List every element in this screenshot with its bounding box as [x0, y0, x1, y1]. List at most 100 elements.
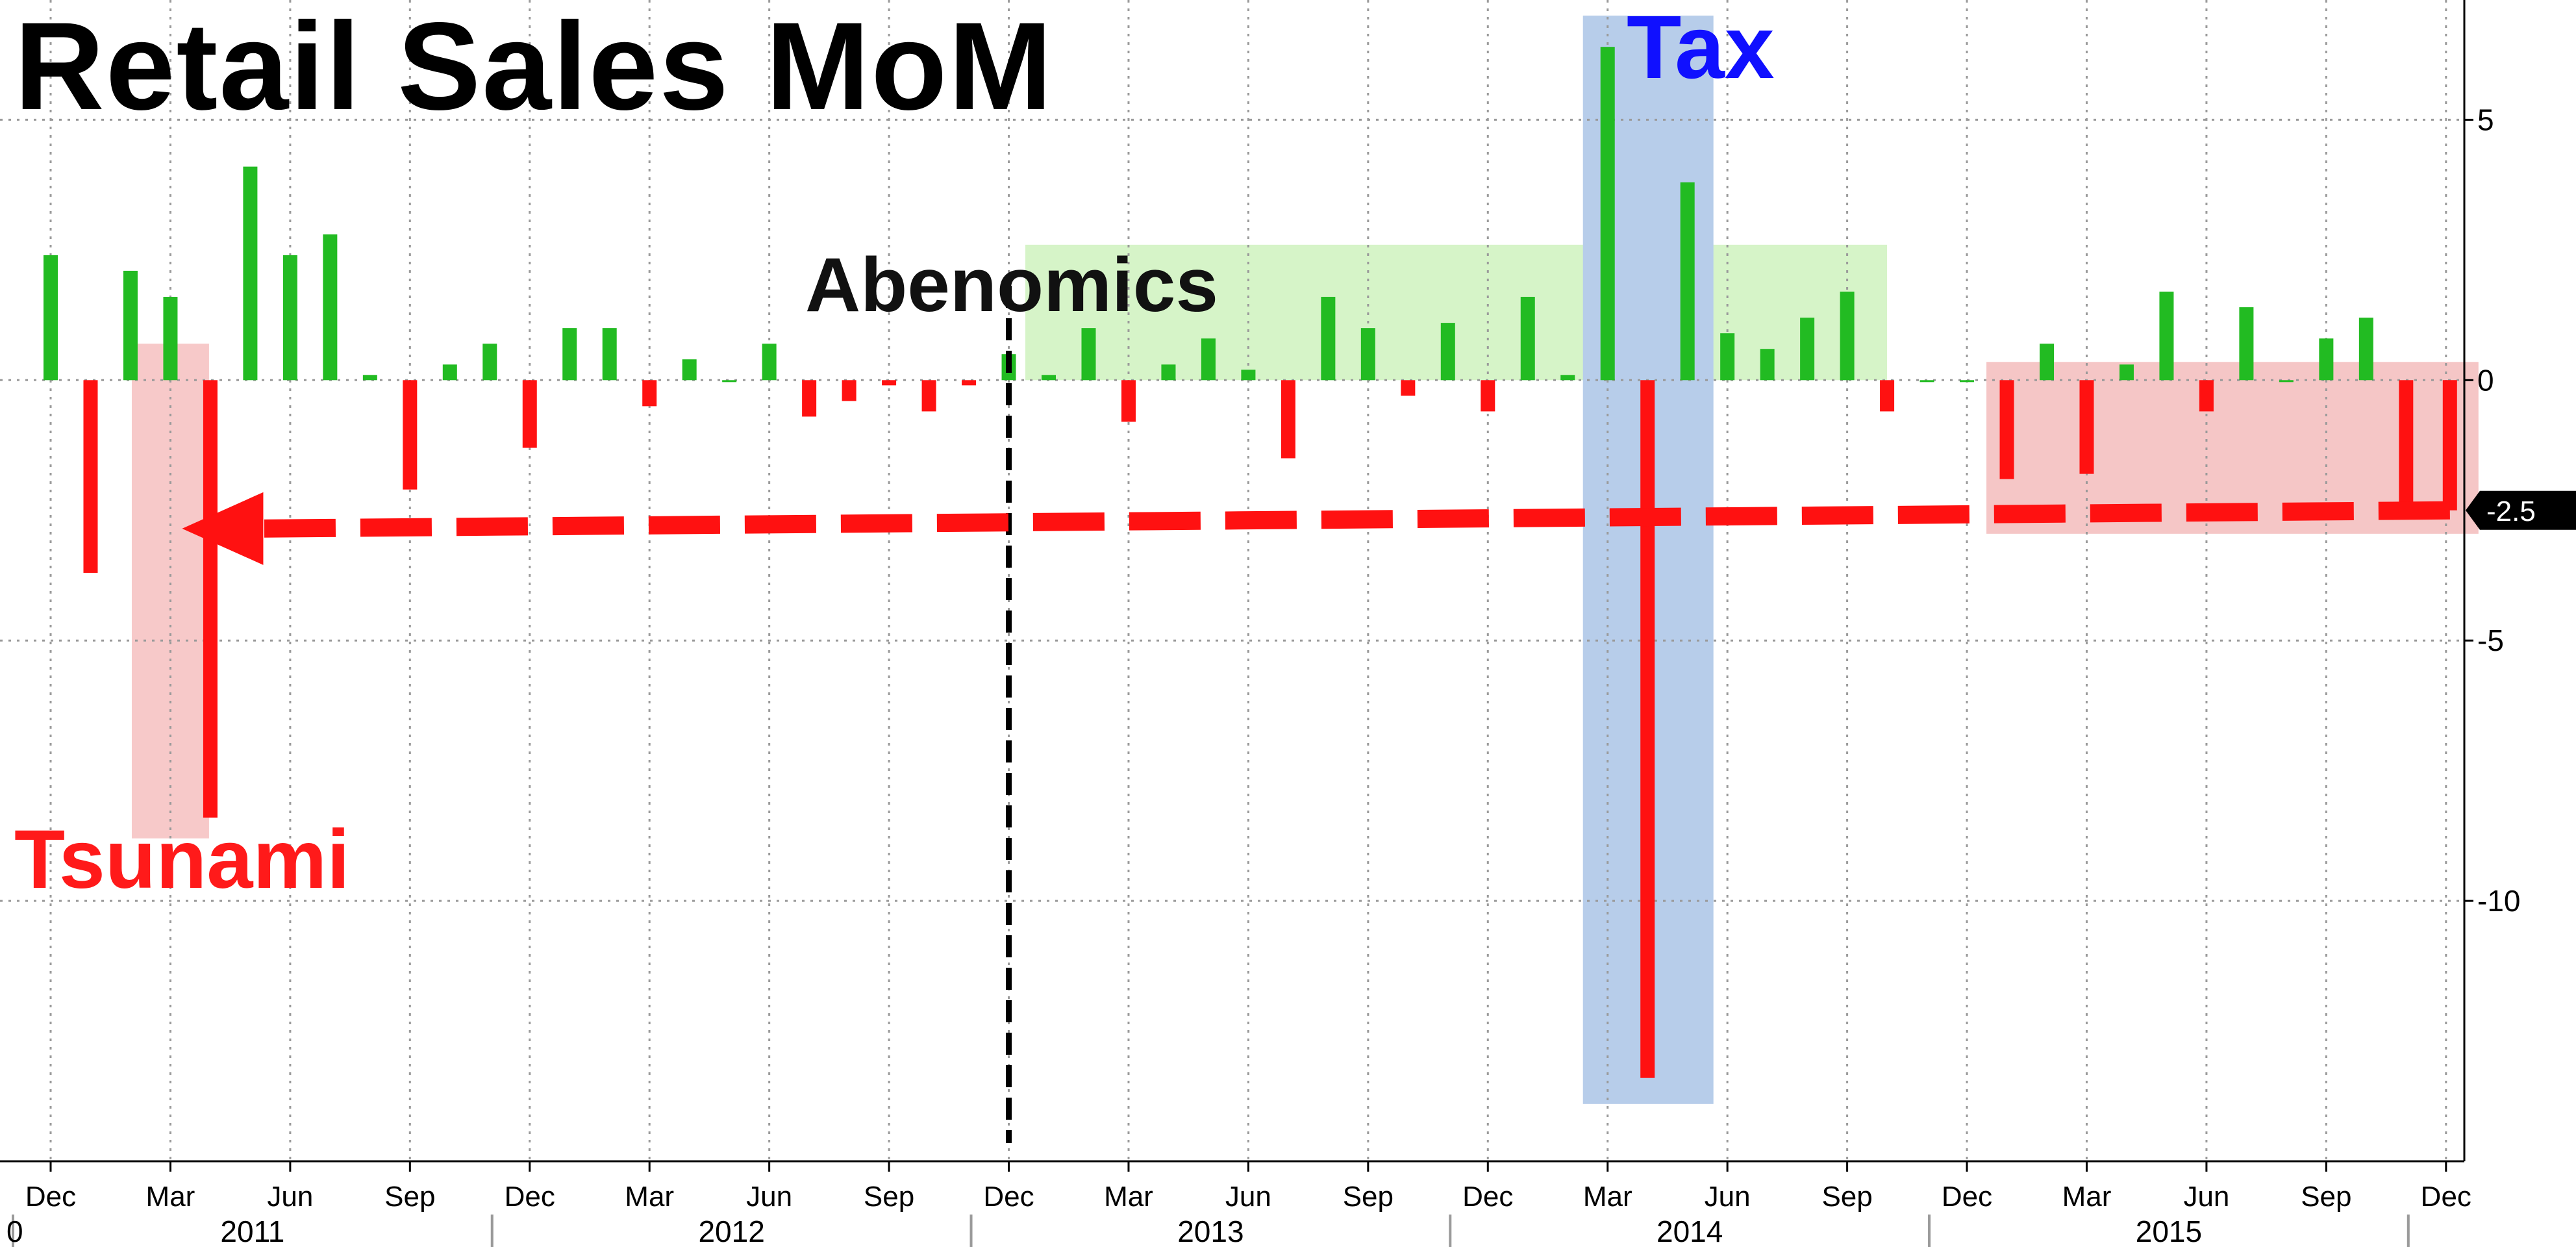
bar — [522, 380, 537, 448]
bar — [2159, 292, 2174, 381]
last-value-tag — [2466, 490, 2576, 530]
bar — [1880, 380, 1895, 412]
gridlines — [0, 0, 2464, 1161]
bar — [442, 364, 457, 381]
bar — [2079, 380, 2094, 474]
x-tick-label: Mar — [625, 1181, 674, 1213]
tsunami-annotation: Tsunami — [14, 813, 350, 906]
x-tick-label: Jun — [1705, 1181, 1751, 1213]
bar — [163, 297, 178, 381]
bar — [1800, 318, 1815, 381]
bar — [602, 328, 617, 381]
bar — [2239, 307, 2254, 381]
bar — [1360, 328, 1375, 381]
tax-annotation: Tax — [1627, 0, 1775, 97]
bar — [1481, 380, 1495, 412]
year-label: 2015 — [2136, 1215, 2202, 1247]
x-tick-label: Dec — [25, 1181, 76, 1213]
bar — [682, 359, 697, 381]
chart-title: Retail Sales MoM — [14, 0, 1054, 136]
y-tick-label: 0 — [2477, 363, 2494, 397]
x-tick-label: Jun — [1225, 1181, 1271, 1213]
bar — [1281, 380, 1295, 459]
x-tick-label: Jun — [2183, 1181, 2229, 1213]
bar — [1520, 297, 1535, 381]
bar — [962, 380, 977, 386]
bar — [1680, 182, 1695, 381]
bar — [1401, 380, 1416, 396]
bar — [1241, 370, 1256, 381]
bar — [802, 380, 817, 417]
bar — [2040, 344, 2054, 381]
bar — [83, 380, 98, 573]
bar — [1600, 47, 1615, 381]
year-label: 2011 — [220, 1215, 284, 1247]
x-tick-label: Mar — [146, 1181, 195, 1213]
bar — [1440, 323, 1455, 381]
x-tick-label: Dec — [2421, 1181, 2471, 1213]
year-label: 2014 — [1657, 1215, 1723, 1247]
year-label: 2012 — [698, 1215, 764, 1247]
arrow-shaft — [260, 501, 2450, 538]
bar — [1201, 338, 1216, 381]
year-label: 2013 — [1177, 1215, 1244, 1247]
x-tick-label: Dec — [505, 1181, 555, 1213]
bar — [362, 375, 377, 381]
bar — [2399, 380, 2414, 510]
bar — [1560, 375, 1575, 381]
bar — [482, 344, 497, 381]
bar — [323, 234, 338, 381]
bar — [1161, 364, 1176, 381]
bar — [44, 255, 58, 381]
bar — [1640, 380, 1655, 1078]
annotation-overlay — [182, 286, 2457, 1143]
bars — [44, 47, 2414, 1078]
bar — [921, 380, 936, 412]
x-tick-label: Mar — [2062, 1181, 2112, 1213]
highlight-bands — [131, 16, 2479, 1104]
bar — [562, 328, 577, 381]
y-tick-label: 5 — [2477, 103, 2494, 136]
x-tick-label: Mar — [1104, 1181, 1153, 1213]
bar — [2199, 380, 2214, 412]
bar — [243, 166, 258, 381]
bar — [1081, 328, 1096, 381]
x-tick-label: Dec — [1942, 1181, 1992, 1213]
x-tick-label: Dec — [1462, 1181, 1513, 1213]
x-tick-label: Sep — [864, 1181, 914, 1213]
bar — [2119, 364, 2134, 381]
bar — [1960, 380, 1975, 383]
bar — [1840, 292, 1855, 381]
x-tick-label: Sep — [384, 1181, 435, 1213]
bar — [2319, 338, 2334, 381]
bar — [642, 380, 657, 407]
bar — [1321, 297, 1336, 381]
bar — [722, 380, 737, 383]
x-tick-label: Jun — [746, 1181, 792, 1213]
abenomics-band — [1025, 244, 1888, 381]
y-tick-label: -10 — [2477, 884, 2520, 918]
arrow-head — [182, 492, 264, 565]
bar — [203, 380, 218, 818]
bar — [1760, 349, 1775, 381]
x-tick-label: Mar — [1583, 1181, 1632, 1213]
bar — [882, 380, 897, 386]
bar — [1999, 380, 2014, 479]
bar — [282, 255, 297, 381]
y-tick-label: -5 — [2477, 624, 2504, 657]
bar — [403, 380, 418, 490]
bar — [842, 380, 857, 401]
abenomics-annotation: Abenomics — [805, 242, 1219, 328]
partial-year-label: 0 — [6, 1215, 23, 1247]
x-tick-label: Dec — [983, 1181, 1034, 1213]
x-tick-label: Sep — [1821, 1181, 1872, 1213]
bar — [2358, 318, 2373, 381]
bar — [1919, 380, 1934, 383]
bar — [1042, 375, 1056, 381]
bar — [1121, 380, 1136, 422]
x-tick-label: Sep — [1343, 1181, 1394, 1213]
last-value-label: -2.5 — [2486, 496, 2536, 527]
bar — [123, 270, 138, 381]
